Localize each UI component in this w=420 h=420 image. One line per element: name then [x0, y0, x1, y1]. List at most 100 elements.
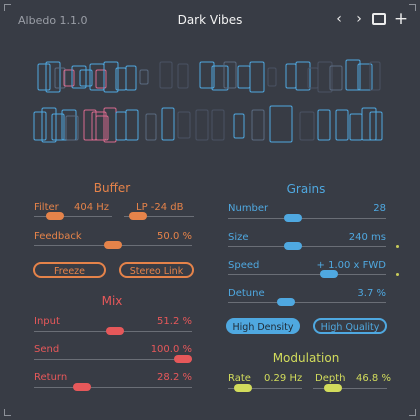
grain-rect: [345, 59, 361, 91]
filter-label: Filter: [34, 202, 59, 213]
grain-rect: [299, 111, 315, 141]
detune-slider[interactable]: [228, 298, 386, 306]
send-label: Send: [34, 344, 60, 355]
grain-rect: [37, 63, 51, 91]
size-slider[interactable]: [228, 242, 386, 250]
corner-mark: [409, 409, 416, 416]
lp-label: LP -24 dB: [136, 202, 184, 213]
grain-rect: [195, 109, 209, 141]
return-slider-knob[interactable]: [73, 383, 91, 391]
feedback-label: Feedback: [34, 231, 82, 242]
grain-rect: [223, 61, 237, 89]
grain-rect: [335, 109, 349, 141]
grain-rect: [79, 69, 93, 87]
rate-slider[interactable]: [228, 384, 302, 392]
speed-slider-knob[interactable]: [320, 270, 338, 278]
freeze-button[interactable]: Freeze: [33, 262, 106, 278]
detune-label: Detune: [228, 288, 265, 299]
feedback-slider[interactable]: [34, 241, 192, 249]
grain-rect: [125, 109, 139, 141]
number-value: 28: [373, 203, 386, 214]
grain-rect: [159, 61, 173, 89]
high-quality-button[interactable]: High Quality: [313, 318, 387, 334]
grain-rect: [33, 111, 47, 141]
grain-rect: [267, 67, 277, 87]
grain-rect: [237, 65, 251, 89]
depth-value: 46.8 %: [356, 373, 391, 384]
number-slider-knob[interactable]: [284, 214, 302, 222]
grain-rect: [199, 61, 215, 89]
grain-rect: [295, 61, 311, 91]
grain-rect: [65, 115, 79, 141]
grain-rect: [139, 69, 149, 85]
detune-slider-knob[interactable]: [277, 298, 295, 306]
grain-rect: [145, 113, 157, 141]
filter-slider-knob[interactable]: [46, 212, 64, 220]
grain-visualizer: [33, 59, 383, 143]
grain-rect: [45, 61, 61, 93]
send-slider-knob[interactable]: [174, 355, 192, 363]
number-label: Number: [228, 203, 269, 214]
send-value: 100.0 %: [150, 344, 192, 355]
grain-rect: [211, 65, 229, 91]
return-slider[interactable]: [34, 383, 192, 391]
input-slider[interactable]: [34, 327, 192, 335]
lp-slider[interactable]: [124, 212, 194, 220]
grain-rect: [233, 113, 245, 139]
return-value: 28.2 %: [157, 372, 192, 383]
chevron-right-icon[interactable]: ›: [356, 11, 362, 27]
grain-rect: [369, 61, 381, 91]
grain-rect: [249, 61, 265, 93]
input-label: Input: [34, 316, 60, 327]
grain-rect: [317, 109, 331, 141]
input-slider-knob[interactable]: [106, 327, 124, 335]
grain-rect: [349, 113, 363, 141]
grain-rect: [317, 61, 333, 93]
depth-slider[interactable]: [313, 384, 387, 392]
depth-slider-knob[interactable]: [324, 384, 342, 392]
grain-rect: [103, 61, 119, 93]
plus-icon[interactable]: +: [393, 9, 409, 29]
grain-rect: [41, 107, 57, 143]
grain-rect: [211, 109, 225, 141]
lp-slider-knob[interactable]: [129, 212, 147, 220]
send-slider[interactable]: [34, 355, 192, 363]
size-mod-indicator: [396, 245, 399, 248]
mix-title: Mix: [101, 294, 123, 308]
grain-rect: [269, 105, 293, 143]
window-icon[interactable]: [370, 10, 388, 28]
grain-rect: [357, 63, 373, 91]
grain-rect: [125, 65, 137, 91]
grain-rect: [63, 69, 75, 87]
grain-rect: [161, 107, 175, 141]
speed-label: Speed: [228, 260, 260, 271]
chevron-left-icon[interactable]: ‹: [336, 11, 342, 27]
size-label: Size: [228, 232, 249, 243]
rate-slider-knob[interactable]: [234, 384, 252, 392]
high-density-button[interactable]: High Density: [226, 318, 300, 334]
grain-rect: [83, 109, 97, 141]
speed-value: + 1.00 x FWD: [316, 260, 386, 271]
grain-rect: [177, 63, 189, 89]
rate-value: 0.29 Hz: [264, 373, 303, 384]
grain-rect: [285, 63, 297, 89]
grain-rect: [95, 115, 109, 141]
number-slider[interactable]: [228, 214, 386, 222]
grains-title: Grains: [286, 182, 326, 196]
speed-mod-indicator: [396, 273, 399, 276]
filter-slider[interactable]: [34, 212, 112, 220]
grain-rect: [95, 69, 107, 89]
filter-value: 404 Hz: [74, 202, 110, 213]
stereo-link-button[interactable]: Stereo Link: [119, 262, 194, 278]
return-label: Return: [34, 372, 68, 383]
preset-name[interactable]: Dark Vibes: [177, 13, 243, 27]
corner-mark: [409, 4, 416, 11]
input-value: 51.2 %: [157, 316, 192, 327]
grain-rect: [251, 109, 265, 141]
app-name: Albedo 1.1.0: [18, 14, 88, 27]
feedback-value: 50.0 %: [157, 231, 192, 242]
size-slider-knob[interactable]: [284, 242, 302, 250]
grain-rect: [51, 113, 65, 141]
speed-slider[interactable]: [228, 270, 386, 278]
feedback-slider-knob[interactable]: [104, 241, 122, 249]
